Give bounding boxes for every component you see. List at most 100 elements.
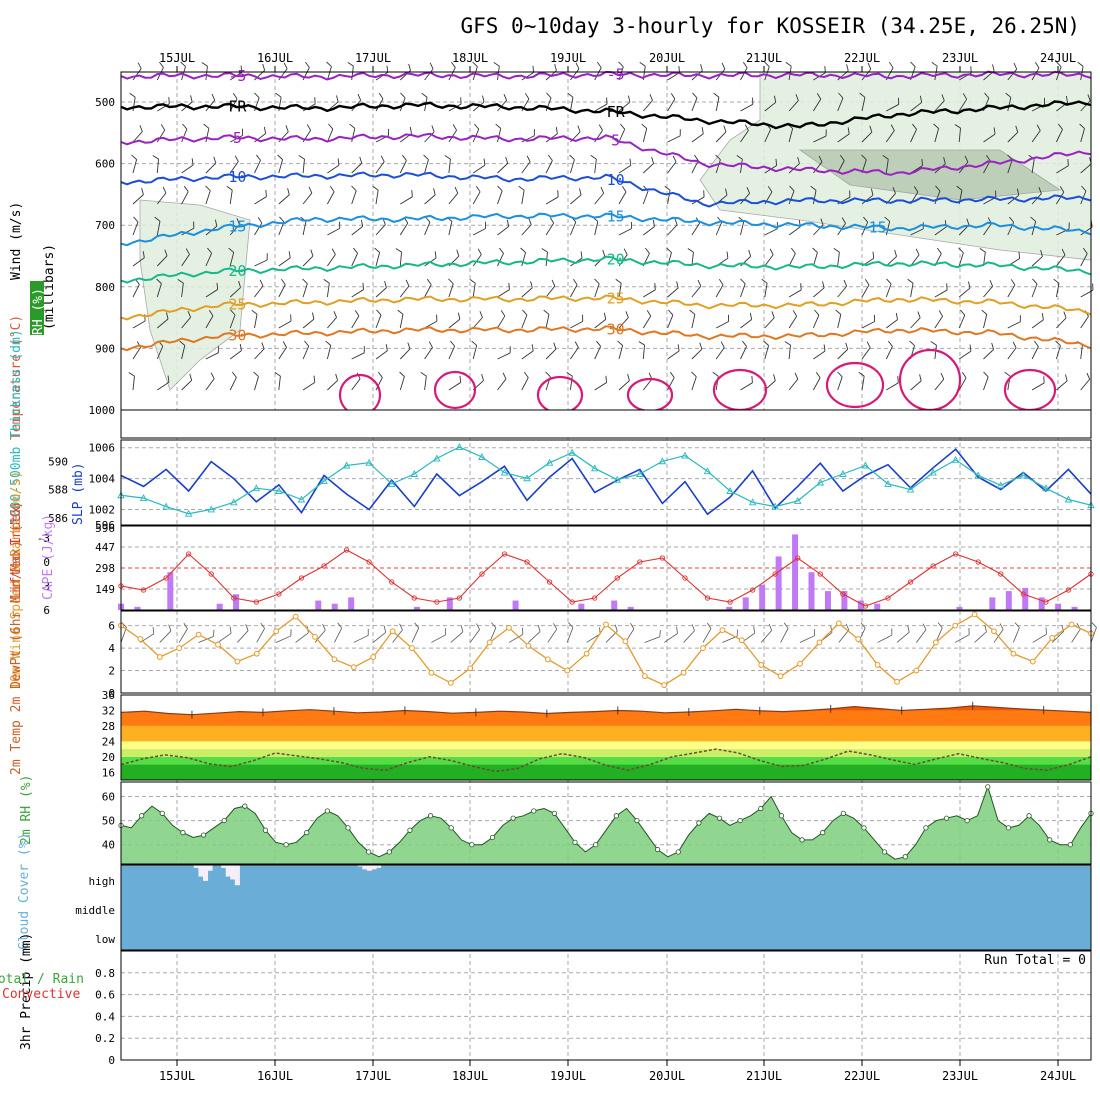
wind-barb-flag [159, 61, 164, 68]
wind-barb [325, 340, 332, 360]
cape-bar [1022, 587, 1029, 610]
wind-tick-label: 0 [108, 687, 115, 700]
wind-barb-staff [132, 97, 136, 112]
wind-barb-flag [981, 309, 988, 315]
wind-barb-staff [837, 314, 842, 329]
temp-contour-label: 5 [611, 131, 620, 149]
wind-barb-staff [375, 224, 386, 236]
wind-barb-flag [596, 340, 601, 347]
wind-barb-staff [497, 378, 507, 391]
wind-barb-flag [376, 309, 382, 316]
surface-wind-barb [683, 624, 695, 643]
cape-bar [331, 603, 338, 610]
wind-barb [226, 185, 233, 205]
wind-barb [981, 309, 988, 329]
wind-speed-marker [971, 611, 978, 618]
wind-barb-staff [788, 128, 794, 143]
wind-barb-flag [142, 251, 145, 258]
wind-barb-staff [837, 376, 843, 391]
wind-barb-staff [958, 287, 971, 298]
wind-barb [472, 95, 485, 112]
rh-tick-label: 50 [102, 815, 115, 828]
wind-barb-flag [408, 63, 411, 71]
wind-axis-label: Wind (m/s) [9, 202, 24, 280]
wind-barb [399, 279, 410, 298]
surface-wind-barb-flag [260, 622, 265, 629]
wind-barb [205, 310, 214, 329]
wind-barb [861, 216, 869, 236]
wind-barb-flag [283, 62, 288, 69]
wind-barb-staff [351, 128, 356, 143]
wind-barb-flag [549, 217, 555, 224]
wind-barb [861, 188, 874, 205]
wind-barb-flag [859, 92, 866, 98]
li-marker [321, 563, 327, 569]
wind-barb [302, 340, 310, 360]
wind-barb-staff [570, 320, 583, 329]
wind-barb [132, 188, 144, 205]
li-marker [1043, 599, 1049, 605]
wind-barb-flag [314, 97, 316, 104]
wind-barb [254, 279, 264, 298]
wind-barb-flag [666, 247, 672, 253]
wind-barb-flag [499, 247, 504, 254]
wind-barb-flag [579, 188, 582, 196]
wind-barb [521, 309, 528, 329]
surface-wind-barb [566, 622, 574, 643]
wind-barb [907, 278, 914, 298]
wind-barb-flag [692, 92, 698, 99]
wind-barb [1007, 251, 1021, 267]
wind-barb-flag [420, 372, 427, 377]
li-marker [749, 587, 756, 593]
wind-barb-flag [890, 124, 895, 131]
wind-barb-flag [164, 249, 168, 257]
surface-wind-barb-staff [178, 628, 188, 643]
wind-barb-flag [423, 154, 429, 160]
rh-marker [407, 827, 413, 833]
rh-marker [324, 808, 330, 814]
wind-speed-marker [156, 654, 163, 660]
wind-barb-staff [497, 352, 511, 360]
wind-barb-flag [495, 123, 502, 129]
thickness-marker [951, 455, 960, 463]
wind-barb-flag [718, 278, 724, 286]
panel-frame-wind [120, 610, 1092, 694]
wind-barb-flag [985, 154, 991, 161]
wind-barb [351, 247, 359, 267]
surface-wind-barb [256, 622, 265, 643]
wind-barb-staff [910, 129, 917, 143]
surface-wind-barb-flag [753, 626, 756, 634]
wind-barb-staff [788, 378, 799, 391]
temp-contour-label: 15 [607, 208, 625, 226]
date-label-top: 18JUL [452, 51, 488, 65]
wind-barb-flag [530, 281, 533, 288]
wind-barb-flag [156, 278, 162, 284]
wind-barb-flag [256, 154, 261, 161]
rh-marker [840, 810, 846, 816]
wind-barb-flag [602, 249, 606, 257]
wind-barb-staff [934, 226, 947, 236]
wind-barb-flag [454, 186, 459, 194]
wind-barb [327, 221, 341, 236]
wind-barb-flag [605, 375, 608, 383]
wind-barb-flag [833, 248, 840, 253]
surface-wind-barb-flag [706, 622, 712, 629]
wind-barb-staff [1080, 100, 1091, 112]
precip-tick-label: 0.6 [95, 989, 115, 1002]
wind-barb-flag [1056, 61, 1062, 68]
wind-barb [327, 373, 339, 391]
wind-barb-flag [541, 248, 548, 253]
surface-wind-barb [411, 622, 420, 643]
wind-barb-flag [306, 124, 312, 131]
wind-barb-staff [302, 103, 316, 112]
thickness-marker [568, 448, 576, 456]
wind-barb [521, 371, 529, 391]
wind-barb-flag [1005, 92, 1012, 98]
wind-barb-staff [885, 346, 893, 360]
wind-barb-flag [888, 61, 894, 69]
wind-barb-staff [643, 226, 655, 236]
wind-barb-staff [302, 255, 314, 267]
wind-barb-staff [1031, 319, 1044, 329]
wind-barb-flag [749, 312, 753, 320]
li-marker [907, 579, 914, 585]
